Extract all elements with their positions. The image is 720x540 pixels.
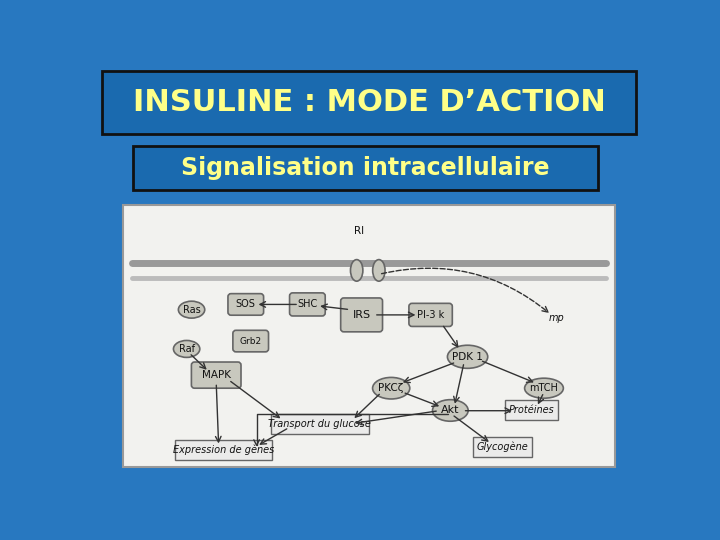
Text: PDK 1: PDK 1 xyxy=(452,352,483,362)
Text: SHC: SHC xyxy=(297,299,318,309)
FancyBboxPatch shape xyxy=(472,437,531,457)
Text: Transport du glucose: Transport du glucose xyxy=(269,418,371,429)
Ellipse shape xyxy=(433,400,468,421)
Text: Signalisation intracellulaire: Signalisation intracellulaire xyxy=(181,156,549,180)
Text: Akt: Akt xyxy=(441,406,459,415)
Text: RI: RI xyxy=(354,226,364,236)
Text: PI-3 k: PI-3 k xyxy=(417,310,444,320)
FancyBboxPatch shape xyxy=(228,294,264,315)
Ellipse shape xyxy=(351,260,363,281)
Text: SOS: SOS xyxy=(236,299,256,309)
Text: Grb2: Grb2 xyxy=(240,336,262,346)
FancyBboxPatch shape xyxy=(289,293,325,316)
Ellipse shape xyxy=(525,378,563,398)
Ellipse shape xyxy=(447,345,487,368)
FancyBboxPatch shape xyxy=(233,330,269,352)
Text: Ras: Ras xyxy=(183,305,200,315)
Text: MAPK: MAPK xyxy=(202,370,230,380)
Text: mp: mp xyxy=(549,313,564,322)
Text: Glycogène: Glycogène xyxy=(476,442,528,453)
FancyBboxPatch shape xyxy=(122,205,616,467)
FancyBboxPatch shape xyxy=(341,298,382,332)
FancyBboxPatch shape xyxy=(102,71,636,134)
FancyBboxPatch shape xyxy=(132,146,598,190)
FancyBboxPatch shape xyxy=(175,440,272,460)
Text: Expression de gènes: Expression de gènes xyxy=(173,444,274,455)
Ellipse shape xyxy=(174,340,200,357)
FancyBboxPatch shape xyxy=(192,362,241,388)
Ellipse shape xyxy=(373,260,385,281)
FancyBboxPatch shape xyxy=(409,303,452,327)
Text: IRS: IRS xyxy=(353,310,371,320)
FancyBboxPatch shape xyxy=(271,414,369,434)
Text: mTCH: mTCH xyxy=(529,383,559,393)
Text: INSULINE : MODE D’ACTION: INSULINE : MODE D’ACTION xyxy=(132,88,606,117)
Ellipse shape xyxy=(372,377,410,399)
FancyBboxPatch shape xyxy=(505,401,558,421)
Text: Protéines: Protéines xyxy=(509,406,554,415)
Text: Raf: Raf xyxy=(179,344,194,354)
Text: PKCζ: PKCζ xyxy=(379,383,404,393)
Ellipse shape xyxy=(179,301,204,318)
